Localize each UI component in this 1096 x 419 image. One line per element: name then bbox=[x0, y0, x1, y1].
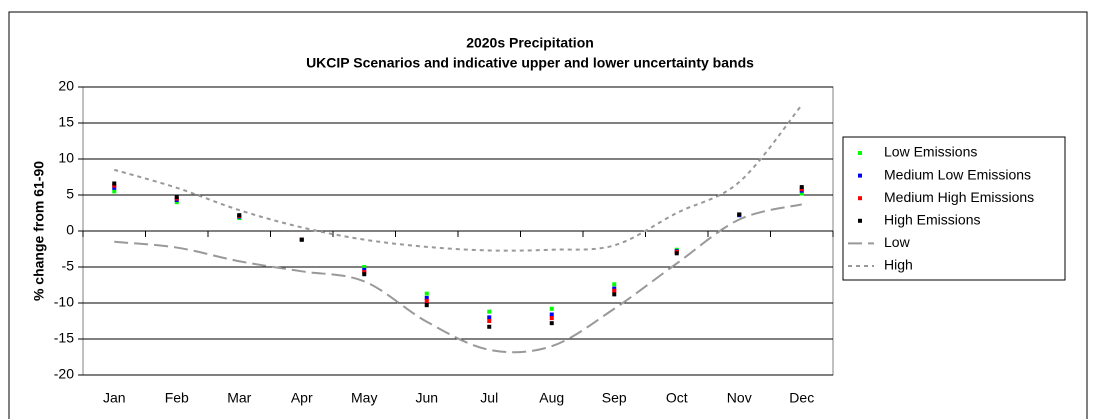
y-tick-label: -20 bbox=[54, 366, 74, 382]
legend-label: High bbox=[884, 257, 913, 273]
data-point bbox=[549, 306, 554, 311]
x-tick-label: Apr bbox=[291, 390, 313, 406]
x-tick-label: Jan bbox=[103, 390, 126, 406]
data-point bbox=[612, 282, 617, 287]
x-tick-label: Jul bbox=[480, 390, 498, 406]
legend-label: Low Emissions bbox=[884, 144, 977, 160]
legend-marker bbox=[858, 173, 862, 178]
legend-box bbox=[842, 136, 1066, 281]
x-tick-label: Mar bbox=[227, 390, 251, 406]
data-point bbox=[549, 316, 554, 321]
y-tick-label: -15 bbox=[54, 330, 74, 346]
data-point bbox=[112, 183, 117, 188]
data-point bbox=[424, 303, 429, 308]
data-point bbox=[612, 288, 617, 293]
legend-label: Medium High Emissions bbox=[884, 189, 1034, 205]
data-point bbox=[487, 319, 492, 323]
y-axis-title: % change from 61-90 bbox=[31, 161, 47, 301]
data-point bbox=[612, 286, 617, 291]
x-tick-label: Feb bbox=[165, 390, 189, 406]
legend-marker bbox=[858, 218, 862, 223]
data-point bbox=[112, 185, 117, 190]
y-tick-label: 0 bbox=[66, 222, 74, 238]
data-point bbox=[112, 189, 117, 194]
data-point bbox=[549, 312, 554, 317]
data-point bbox=[799, 191, 804, 196]
y-tick-label: 10 bbox=[58, 150, 74, 166]
data-point bbox=[362, 270, 367, 275]
y-tick-label: 5 bbox=[66, 186, 74, 202]
data-point bbox=[737, 212, 742, 217]
data-point bbox=[424, 291, 429, 296]
legend-label: Medium Low Emissions bbox=[884, 166, 1031, 182]
legend-marker bbox=[858, 151, 862, 155]
y-tick-label: 15 bbox=[58, 114, 74, 130]
x-tick-label: Aug bbox=[539, 390, 564, 406]
data-point bbox=[112, 181, 117, 186]
legend-label: High Emissions bbox=[884, 212, 980, 228]
x-tick-label: Oct bbox=[666, 390, 688, 406]
legend-marker bbox=[858, 196, 862, 201]
data-point bbox=[424, 298, 429, 303]
legend-label: Low bbox=[884, 234, 911, 250]
chart-subtitle: UKCIP Scenarios and indicative upper and… bbox=[306, 55, 754, 71]
x-tick-label: Jun bbox=[415, 390, 438, 406]
y-tick-label: -10 bbox=[54, 294, 74, 310]
x-tick-label: May bbox=[351, 390, 377, 406]
data-point bbox=[362, 267, 367, 272]
data-point bbox=[174, 195, 179, 200]
data-point bbox=[487, 309, 492, 314]
band-line bbox=[114, 203, 802, 354]
data-point bbox=[299, 237, 304, 242]
data-point bbox=[612, 292, 617, 297]
data-point bbox=[362, 272, 367, 277]
y-tick-label: 20 bbox=[58, 78, 74, 94]
data-point bbox=[424, 295, 429, 300]
data-point bbox=[799, 185, 804, 190]
data-point bbox=[487, 324, 492, 329]
data-point bbox=[174, 200, 179, 205]
x-tick-label: Sep bbox=[602, 390, 627, 406]
x-tick-label: Dec bbox=[789, 390, 814, 406]
band-line bbox=[113, 104, 803, 252]
data-point bbox=[362, 265, 367, 269]
chart-title: 2020s Precipitation bbox=[466, 35, 594, 51]
data-point bbox=[799, 187, 804, 192]
x-tick-label: Nov bbox=[727, 390, 752, 406]
data-point bbox=[674, 251, 679, 256]
data-point bbox=[237, 213, 242, 218]
data-point bbox=[487, 315, 492, 320]
y-tick-label: -5 bbox=[62, 258, 75, 274]
data-point bbox=[549, 321, 554, 326]
